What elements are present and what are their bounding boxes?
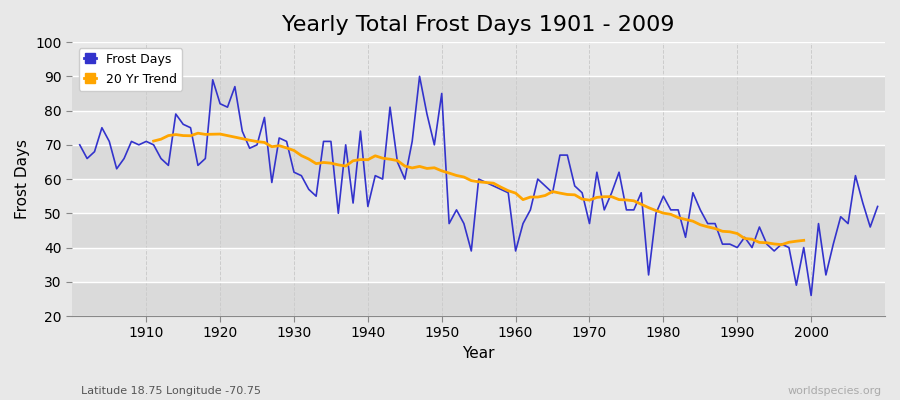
Title: Yearly Total Frost Days 1901 - 2009: Yearly Total Frost Days 1901 - 2009 [283,15,675,35]
Text: Latitude 18.75 Longitude -70.75: Latitude 18.75 Longitude -70.75 [81,386,261,396]
Bar [72,110,885,145]
Bar [72,179,885,213]
Text: worldspecies.org: worldspecies.org [788,386,882,396]
Bar [72,248,885,282]
Bar [72,282,885,316]
Bar [72,145,885,179]
X-axis label: Year: Year [463,346,495,361]
Bar [72,213,885,248]
Y-axis label: Frost Days: Frost Days [15,139,30,219]
Bar [72,42,885,76]
Bar [72,76,885,110]
Legend: Frost Days, 20 Yr Trend: Frost Days, 20 Yr Trend [78,48,182,91]
